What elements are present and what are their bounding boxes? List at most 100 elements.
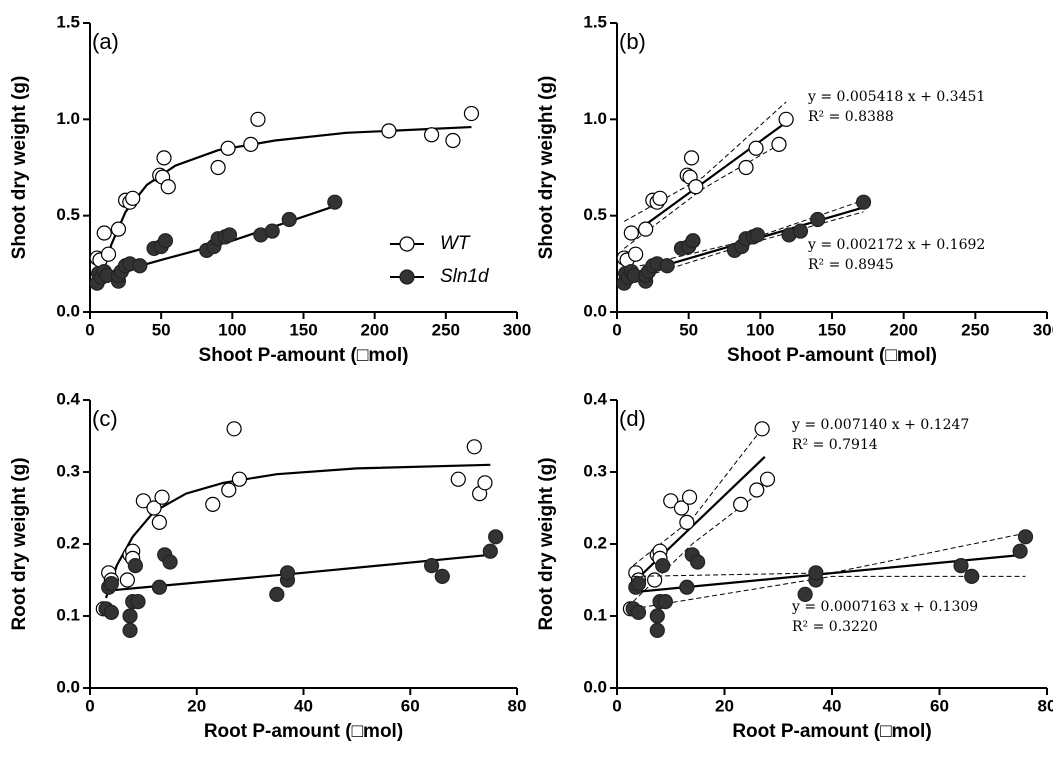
x-tick-label: 50 <box>679 320 698 339</box>
data-point <box>210 159 226 176</box>
x-tick-label: 300 <box>1033 320 1053 339</box>
x-tick-label: 0 <box>612 320 621 339</box>
data-point <box>690 554 706 570</box>
data-point <box>681 489 698 505</box>
y-axis-title: Shoot dry weight (g) <box>536 76 557 260</box>
x-tick-label: 50 <box>152 320 171 339</box>
data-point <box>679 579 695 595</box>
data-point <box>630 604 647 621</box>
data-point <box>463 105 480 122</box>
y-tick-label: 0.4 <box>56 389 80 408</box>
panel-label: (a) <box>92 29 119 54</box>
data-point <box>103 604 119 621</box>
panel-label: (d) <box>619 406 646 431</box>
data-point <box>964 568 980 585</box>
data-point <box>810 211 826 228</box>
data-point <box>327 194 343 210</box>
regression-equation: y = 0.005418 x + 0.3451 <box>807 89 985 105</box>
y-tick-label: 0.1 <box>583 605 607 624</box>
data-point <box>110 221 127 237</box>
r-squared: R² = 0.8388 <box>808 109 894 125</box>
data-point <box>679 514 695 531</box>
y-tick-label: 0.0 <box>56 301 80 320</box>
legend-marker <box>399 269 415 285</box>
data-point <box>482 543 498 559</box>
x-tick-label: 0 <box>85 320 94 339</box>
y-tick-label: 1.0 <box>56 109 80 128</box>
data-point <box>162 554 178 570</box>
y-tick-label: 0.4 <box>583 389 607 408</box>
y-tick-label: 0.0 <box>583 301 607 320</box>
legend-marker <box>399 236 415 252</box>
data-point <box>424 557 440 574</box>
data-point <box>269 586 285 603</box>
data-point <box>221 227 238 243</box>
x-tick-label: 40 <box>294 696 313 715</box>
y-tick-label: 0.2 <box>583 533 607 552</box>
data-point <box>749 227 766 243</box>
confidence-band <box>633 575 1026 610</box>
x-tick-label: 300 <box>503 320 531 339</box>
data-point <box>797 586 813 603</box>
data-point <box>157 233 174 249</box>
data-point <box>1017 529 1034 545</box>
fit-curve <box>104 463 491 599</box>
data-point <box>424 127 440 143</box>
data-point <box>655 557 671 574</box>
data-point <box>1012 543 1028 559</box>
x-tick-label: 100 <box>746 320 774 339</box>
data-point <box>135 493 151 509</box>
data-point <box>649 622 665 639</box>
x-tick-label: 200 <box>889 320 917 339</box>
data-point <box>205 496 221 512</box>
x-tick-label: 60 <box>930 696 949 715</box>
x-tick-label: 80 <box>1038 696 1053 715</box>
y-axis-title: Shoot dry weight (g) <box>9 76 30 260</box>
data-point <box>281 211 297 228</box>
x-tick-label: 20 <box>187 696 206 715</box>
data-point <box>160 179 176 195</box>
data-point <box>792 223 809 239</box>
data-point <box>132 258 148 274</box>
data-point <box>243 136 259 152</box>
x-tick-label: 150 <box>818 320 846 339</box>
data-point <box>122 608 138 624</box>
x-axis-title: Root P-amount (□mol) <box>732 721 931 742</box>
data-point <box>381 123 397 139</box>
x-tick-label: 100 <box>218 320 246 339</box>
x-tick-label: 80 <box>508 696 527 715</box>
data-point <box>808 565 824 581</box>
data-point <box>488 529 504 545</box>
y-tick-label: 1.0 <box>583 109 607 128</box>
y-tick-label: 0.0 <box>56 677 80 696</box>
data-point <box>953 557 969 574</box>
x-axis-title: Shoot P-amount (□mol) <box>727 345 937 366</box>
data-point <box>156 150 172 166</box>
confidence-band <box>633 532 1026 577</box>
x-tick-label: 200 <box>360 320 388 339</box>
data-point <box>125 190 141 206</box>
y-axis-title: Root dry weight (g) <box>9 457 30 630</box>
y-axis-title: Root dry weight (g) <box>536 457 557 630</box>
panel-label: (b) <box>619 29 646 54</box>
y-tick-label: 0.3 <box>583 461 607 480</box>
data-point <box>130 593 146 610</box>
data-point <box>279 565 296 581</box>
x-tick-label: 40 <box>823 696 842 715</box>
x-axis-title: Root P-amount (□mol) <box>204 721 403 742</box>
data-point <box>96 225 112 241</box>
data-point <box>628 246 644 262</box>
data-point <box>154 489 170 505</box>
data-point <box>623 225 639 241</box>
data-point <box>647 572 663 588</box>
data-point <box>100 246 117 262</box>
data-point <box>221 482 237 498</box>
confidence-band <box>623 101 787 222</box>
data-point <box>477 475 493 491</box>
y-tick-label: 0.5 <box>583 205 607 224</box>
y-tick-label: 0.3 <box>56 461 80 480</box>
data-point <box>231 471 248 487</box>
regression-equation: y = 0.002172 x + 0.1692 <box>807 237 985 253</box>
y-tick-label: 1.5 <box>583 12 607 31</box>
